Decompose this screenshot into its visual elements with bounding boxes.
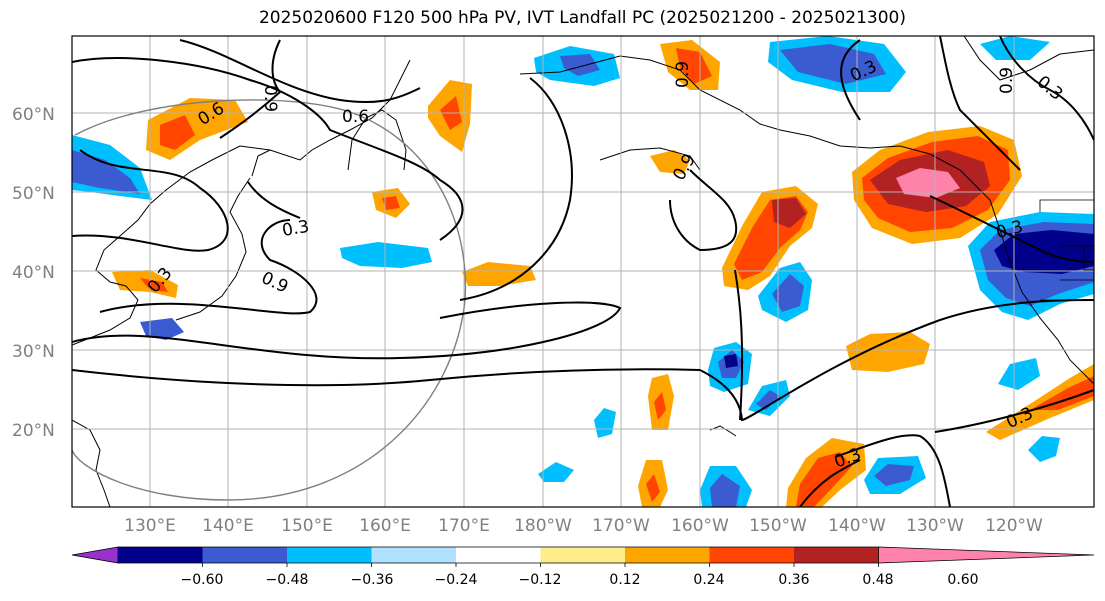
colorbar	[71, 546, 1095, 567]
contour-label: 0.9	[260, 85, 280, 112]
pv-fill-positive	[846, 332, 930, 372]
lon-axis-labels: 130°E 140°E 150°E 160°E 170°E 180°W 170°…	[124, 516, 1043, 536]
colorbar-segment	[456, 547, 541, 563]
pv-fill-positive	[140, 278, 168, 292]
colorbar-extend-low	[71, 546, 119, 564]
pv-fill-negative	[710, 474, 740, 507]
lat-axis-labels: 60°N 50°N 40°N 30°N 20°N	[12, 105, 55, 441]
pv-fill-positive	[796, 452, 852, 507]
pv-fill-negative	[874, 464, 914, 486]
lon-label: 150°E	[281, 516, 333, 536]
lat-label: 50°N	[12, 184, 55, 204]
pv-fill-negative	[594, 408, 616, 438]
lon-label: 170°W	[592, 516, 650, 536]
pv-fill-positive	[896, 168, 960, 198]
pv-fill-negative	[340, 242, 432, 268]
contour-label: 0.9	[997, 67, 1017, 94]
pv-fill-negative	[772, 274, 804, 312]
colorbar-tick-label: 0.48	[862, 572, 893, 588]
pv-fill-negative	[980, 36, 1050, 60]
pv-fill-negative	[780, 44, 886, 84]
colorbar-segment	[794, 547, 879, 563]
pv-fill-negative	[998, 358, 1040, 390]
contour-labels: 0.6 0.9 0.6 0.3 0.9 0.3 0.3 0.9 0.3 0.3 …	[144, 57, 1067, 473]
pv-fill-positive	[462, 262, 536, 286]
pv-fill-negative	[72, 150, 140, 194]
colorbar-tick-label: 0.24	[693, 572, 724, 588]
pv-fill-negative	[140, 318, 184, 340]
colorbar-segment	[625, 547, 710, 563]
pv-fill-negative	[538, 462, 574, 482]
colorbar-outline	[118, 546, 879, 564]
lon-label: 160°W	[671, 516, 729, 536]
pv-fill-positive	[772, 198, 806, 228]
colorbar-tick-label: −0.48	[266, 572, 309, 588]
colorbar-tick-labels: −0.60 −0.48 −0.36 −0.24 −0.12 0.12 0.24 …	[181, 572, 979, 588]
lon-label: 150°W	[749, 516, 807, 536]
lon-label: 170°E	[438, 516, 490, 536]
coastlines	[72, 36, 1094, 507]
pv-fill-positive	[1030, 376, 1094, 410]
pv-fill-positive	[646, 474, 660, 502]
pv-fill-negative	[724, 354, 738, 368]
lon-label: 130°W	[906, 516, 964, 536]
pc-contours	[72, 36, 1094, 507]
map-panel: 0.6 0.9 0.6 0.3 0.9 0.3 0.3 0.9 0.3 0.3 …	[72, 36, 1094, 507]
pv-anomaly-fill	[72, 36, 1094, 507]
lat-label: 30°N	[12, 342, 55, 362]
pv-fill-positive	[654, 392, 666, 420]
lon-label: 140°W	[828, 516, 886, 536]
map-title: 2025020600 F120 500 hPa PV, IVT Landfall…	[258, 8, 906, 28]
contour-label: 0.6	[342, 107, 369, 127]
lon-label: 180°W	[514, 516, 572, 536]
lat-label: 20°N	[12, 421, 55, 441]
colorbar-tick-label: −0.24	[435, 572, 478, 588]
colorbar-segment	[118, 547, 203, 563]
lon-label: 120°W	[985, 516, 1043, 536]
colorbar-segment	[540, 547, 626, 563]
contour-label: 0.3	[281, 217, 311, 241]
pv-fill-positive	[676, 48, 712, 84]
lat-label: 40°N	[12, 263, 55, 283]
colorbar-tick-label: −0.36	[351, 572, 394, 588]
colorbar-segment	[202, 547, 288, 563]
lon-label: 130°E	[124, 516, 176, 536]
pv-fill-positive	[986, 364, 1094, 440]
gridlines	[72, 36, 1094, 507]
colorbar-segment	[371, 547, 457, 563]
lon-label: 160°E	[359, 516, 411, 536]
pv-fill-positive	[382, 196, 400, 210]
pv-fill-positive	[160, 115, 195, 150]
colorbar-tick-label: 0.12	[609, 572, 640, 588]
pv-fill-negative	[756, 390, 780, 410]
colorbar-extend-high	[878, 546, 1095, 564]
colorbar-tick-label: −0.60	[181, 572, 224, 588]
colorbar-segment	[709, 547, 795, 563]
colorbar-segment	[287, 547, 372, 563]
contour-label: 0.9	[673, 61, 693, 88]
pv-fill-negative	[560, 54, 600, 76]
lon-label: 140°E	[202, 516, 254, 536]
pv-fill-negative	[1028, 436, 1060, 462]
lat-label: 60°N	[12, 105, 55, 125]
map-frame	[71, 35, 1095, 508]
colorbar-tick-label: −0.12	[519, 572, 562, 588]
colorbar-tick-label: 0.36	[778, 572, 809, 588]
colorbar-tick-label: 0.60	[947, 572, 978, 588]
pv-fill-positive	[650, 150, 690, 174]
